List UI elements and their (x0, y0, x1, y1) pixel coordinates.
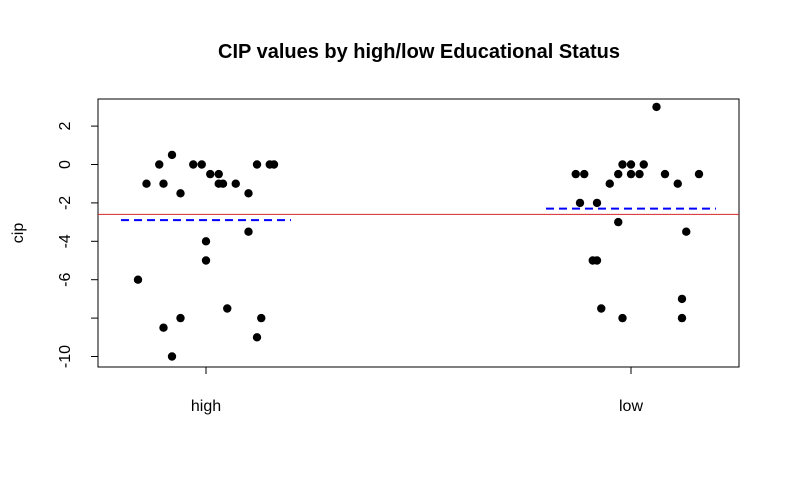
data-point (677, 313, 687, 323)
data-point (626, 169, 636, 179)
y-tick-label: -10 (57, 345, 74, 368)
data-point (618, 313, 627, 323)
x-tick-label-low: low (619, 398, 643, 415)
data-point (133, 275, 143, 284)
data-point (223, 304, 232, 313)
data-point (652, 102, 661, 112)
data-points (133, 102, 704, 361)
data-point (142, 179, 151, 188)
data-point (244, 227, 253, 236)
y-axis: 2 0 -2 -4 -6 -10 (57, 122, 98, 368)
y-tick-label: 2 (57, 122, 74, 131)
data-point (252, 160, 262, 169)
data-point (252, 333, 262, 342)
chart-title: CIP values by high/low Educational Statu… (218, 41, 620, 63)
data-point (201, 237, 211, 246)
data-point (614, 217, 623, 227)
data-point (694, 169, 704, 179)
data-point (201, 256, 211, 265)
data-point (155, 160, 164, 169)
data-point (592, 256, 602, 265)
data-point (218, 179, 228, 188)
data-point (618, 160, 627, 169)
data-point (176, 189, 185, 198)
data-point (575, 198, 585, 208)
data-point (231, 179, 240, 188)
data-point (677, 294, 687, 304)
data-point (159, 323, 168, 332)
data-point (605, 179, 614, 188)
data-point (673, 179, 682, 188)
data-point (159, 179, 168, 188)
data-point (597, 304, 606, 313)
data-point (626, 160, 636, 169)
y-tick-label: -6 (57, 272, 74, 286)
data-point (269, 160, 279, 169)
data-point (571, 169, 580, 179)
y-tick-label: -2 (57, 196, 74, 210)
x-axis: high low (191, 367, 643, 415)
y-tick-label: -4 (57, 234, 74, 248)
data-point (189, 160, 198, 169)
data-point (167, 150, 177, 160)
mean-lines (98, 207, 739, 222)
x-tick-label-high: high (191, 398, 221, 415)
data-point (614, 169, 623, 179)
data-point (592, 198, 602, 208)
data-point (639, 160, 648, 169)
data-point (257, 313, 266, 323)
plot-frame (97, 98, 740, 368)
data-point (660, 169, 670, 179)
data-point (635, 169, 644, 179)
y-axis-label: cip (10, 223, 27, 244)
data-point (244, 189, 253, 198)
data-point (682, 227, 691, 236)
data-point (580, 169, 589, 179)
data-point (206, 169, 215, 179)
y-tick-label: 0 (57, 160, 74, 169)
data-point (167, 352, 177, 361)
data-point (197, 160, 206, 169)
data-point (176, 313, 185, 323)
data-point (214, 169, 223, 179)
